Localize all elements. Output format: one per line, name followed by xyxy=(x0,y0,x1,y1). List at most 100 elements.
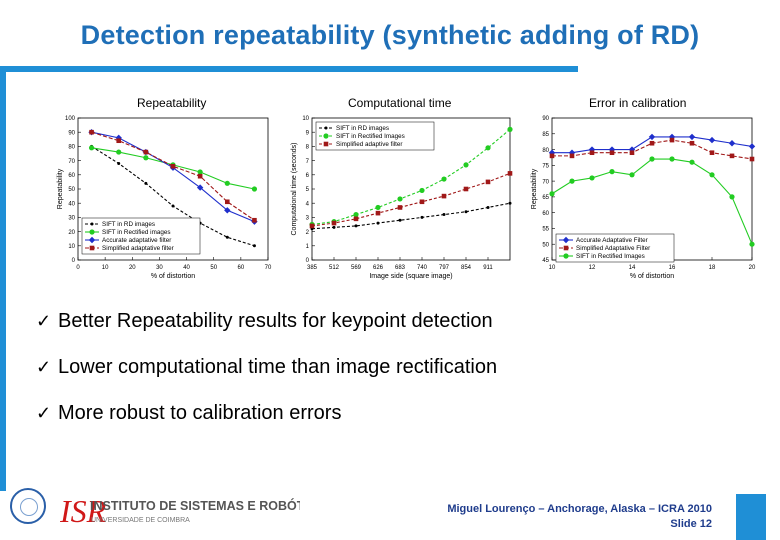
legend-entry: SIFT in RD images xyxy=(336,125,389,132)
y-tick-label: 70 xyxy=(542,179,549,185)
data-point xyxy=(629,150,635,156)
data-point xyxy=(197,173,203,179)
bullet-computational-time: ✓ Lower computational time than image rec… xyxy=(36,356,497,379)
data-point xyxy=(89,129,94,135)
y-tick-label: 80 xyxy=(68,145,75,151)
legend-entry: SIFT in RD images xyxy=(102,221,155,228)
y-tick-label: 20 xyxy=(68,230,75,236)
x-tick-label: 385 xyxy=(307,265,318,271)
data-point xyxy=(485,145,491,151)
y-tick-label: 4 xyxy=(306,201,310,207)
x-tick-label: 12 xyxy=(589,265,596,271)
x-tick-label: 30 xyxy=(156,265,163,271)
x-tick-label: 20 xyxy=(129,265,136,271)
y-tick-label: 9 xyxy=(306,130,310,136)
y-axis-label: Repeatability xyxy=(531,168,538,209)
data-point xyxy=(589,175,595,181)
isr-logo-mark: ISR xyxy=(60,493,107,529)
x-tick-label: 18 xyxy=(709,265,716,271)
data-point xyxy=(729,153,735,159)
check-icon: ✓ xyxy=(36,311,52,331)
data-point xyxy=(252,217,257,223)
data-point xyxy=(709,150,715,156)
y-tick-label: 0 xyxy=(306,258,310,264)
y-tick-label: 90 xyxy=(68,130,75,136)
data-point xyxy=(116,138,122,144)
calibration-error-chart: 45 50 55 60 65 70 75 80 85 90 10 12 14 16 18 20 % of dis… xyxy=(531,116,756,280)
data-point xyxy=(669,156,675,162)
data-point xyxy=(252,244,256,248)
bullet-text: More robust to calibration errors xyxy=(58,402,342,424)
x-tick-label: 40 xyxy=(183,265,190,271)
y-tick-label: 10 xyxy=(302,116,309,122)
y-tick-label: 85 xyxy=(542,132,549,138)
chart-caption-repeatability: Repeatability xyxy=(137,96,207,110)
series-1 xyxy=(549,137,755,162)
isr-logo-main-text: INSTITUTO DE SISTEMAS E ROBÓTICA xyxy=(90,498,300,513)
bullet-text: Better Repeatability results for keypoin… xyxy=(58,310,493,332)
x-tick-label: 740 xyxy=(417,265,428,271)
data-point xyxy=(728,140,736,147)
y-tick-label: 50 xyxy=(68,187,75,193)
legend-entry: SIFT in Rectified Images xyxy=(576,253,645,260)
data-point xyxy=(309,223,315,229)
data-point xyxy=(463,162,469,168)
y-tick-label: 6 xyxy=(306,173,310,179)
series-2 xyxy=(549,156,755,247)
data-point xyxy=(749,156,755,162)
series-line xyxy=(311,202,511,230)
legend-marker xyxy=(563,245,569,251)
legend-marker xyxy=(89,245,95,251)
legend-box xyxy=(555,233,675,263)
x-tick-label: 854 xyxy=(461,265,472,271)
data-point xyxy=(507,171,513,176)
data-point xyxy=(689,159,695,165)
x-tick-label: 50 xyxy=(210,265,217,271)
data-point xyxy=(441,193,447,199)
accent-bar-top xyxy=(0,66,578,72)
data-point xyxy=(397,196,403,202)
legend-marker xyxy=(90,222,94,226)
x-axis-label: % of distortion xyxy=(151,273,195,280)
series-2 xyxy=(309,171,513,229)
data-point xyxy=(628,146,636,153)
data-point xyxy=(375,210,381,216)
accent-bar-left xyxy=(0,66,6,491)
data-point xyxy=(224,207,231,214)
data-point xyxy=(376,221,380,225)
data-point xyxy=(649,140,655,146)
series-line xyxy=(311,172,511,227)
data-point xyxy=(420,215,424,219)
data-point xyxy=(485,179,491,185)
data-point xyxy=(688,133,696,141)
series-3 xyxy=(89,129,257,223)
series-line xyxy=(311,128,511,226)
legend-marker xyxy=(323,141,329,147)
y-tick-label: 50 xyxy=(542,242,549,248)
data-point xyxy=(375,204,381,211)
x-tick-label: 70 xyxy=(265,265,272,271)
data-point xyxy=(669,137,675,143)
x-tick-label: 911 xyxy=(483,265,493,271)
legend-marker xyxy=(562,236,570,244)
y-tick-label: 65 xyxy=(542,195,549,201)
data-point xyxy=(225,235,229,239)
data-point xyxy=(251,186,258,192)
data-point xyxy=(648,133,656,141)
chart-caption-error-calibration: Error in calibration xyxy=(589,96,687,110)
data-point xyxy=(507,126,513,132)
data-point xyxy=(170,163,176,169)
x-axis-label: Image side (square image) xyxy=(369,273,452,280)
y-tick-label: 30 xyxy=(68,216,75,222)
data-point xyxy=(689,140,695,146)
x-tick-label: 10 xyxy=(549,265,556,271)
data-point xyxy=(354,224,358,228)
x-tick-label: 683 xyxy=(395,265,406,271)
data-point xyxy=(224,199,230,205)
y-tick-label: 1 xyxy=(306,244,310,250)
y-tick-label: 100 xyxy=(65,116,76,122)
data-point xyxy=(224,180,230,186)
